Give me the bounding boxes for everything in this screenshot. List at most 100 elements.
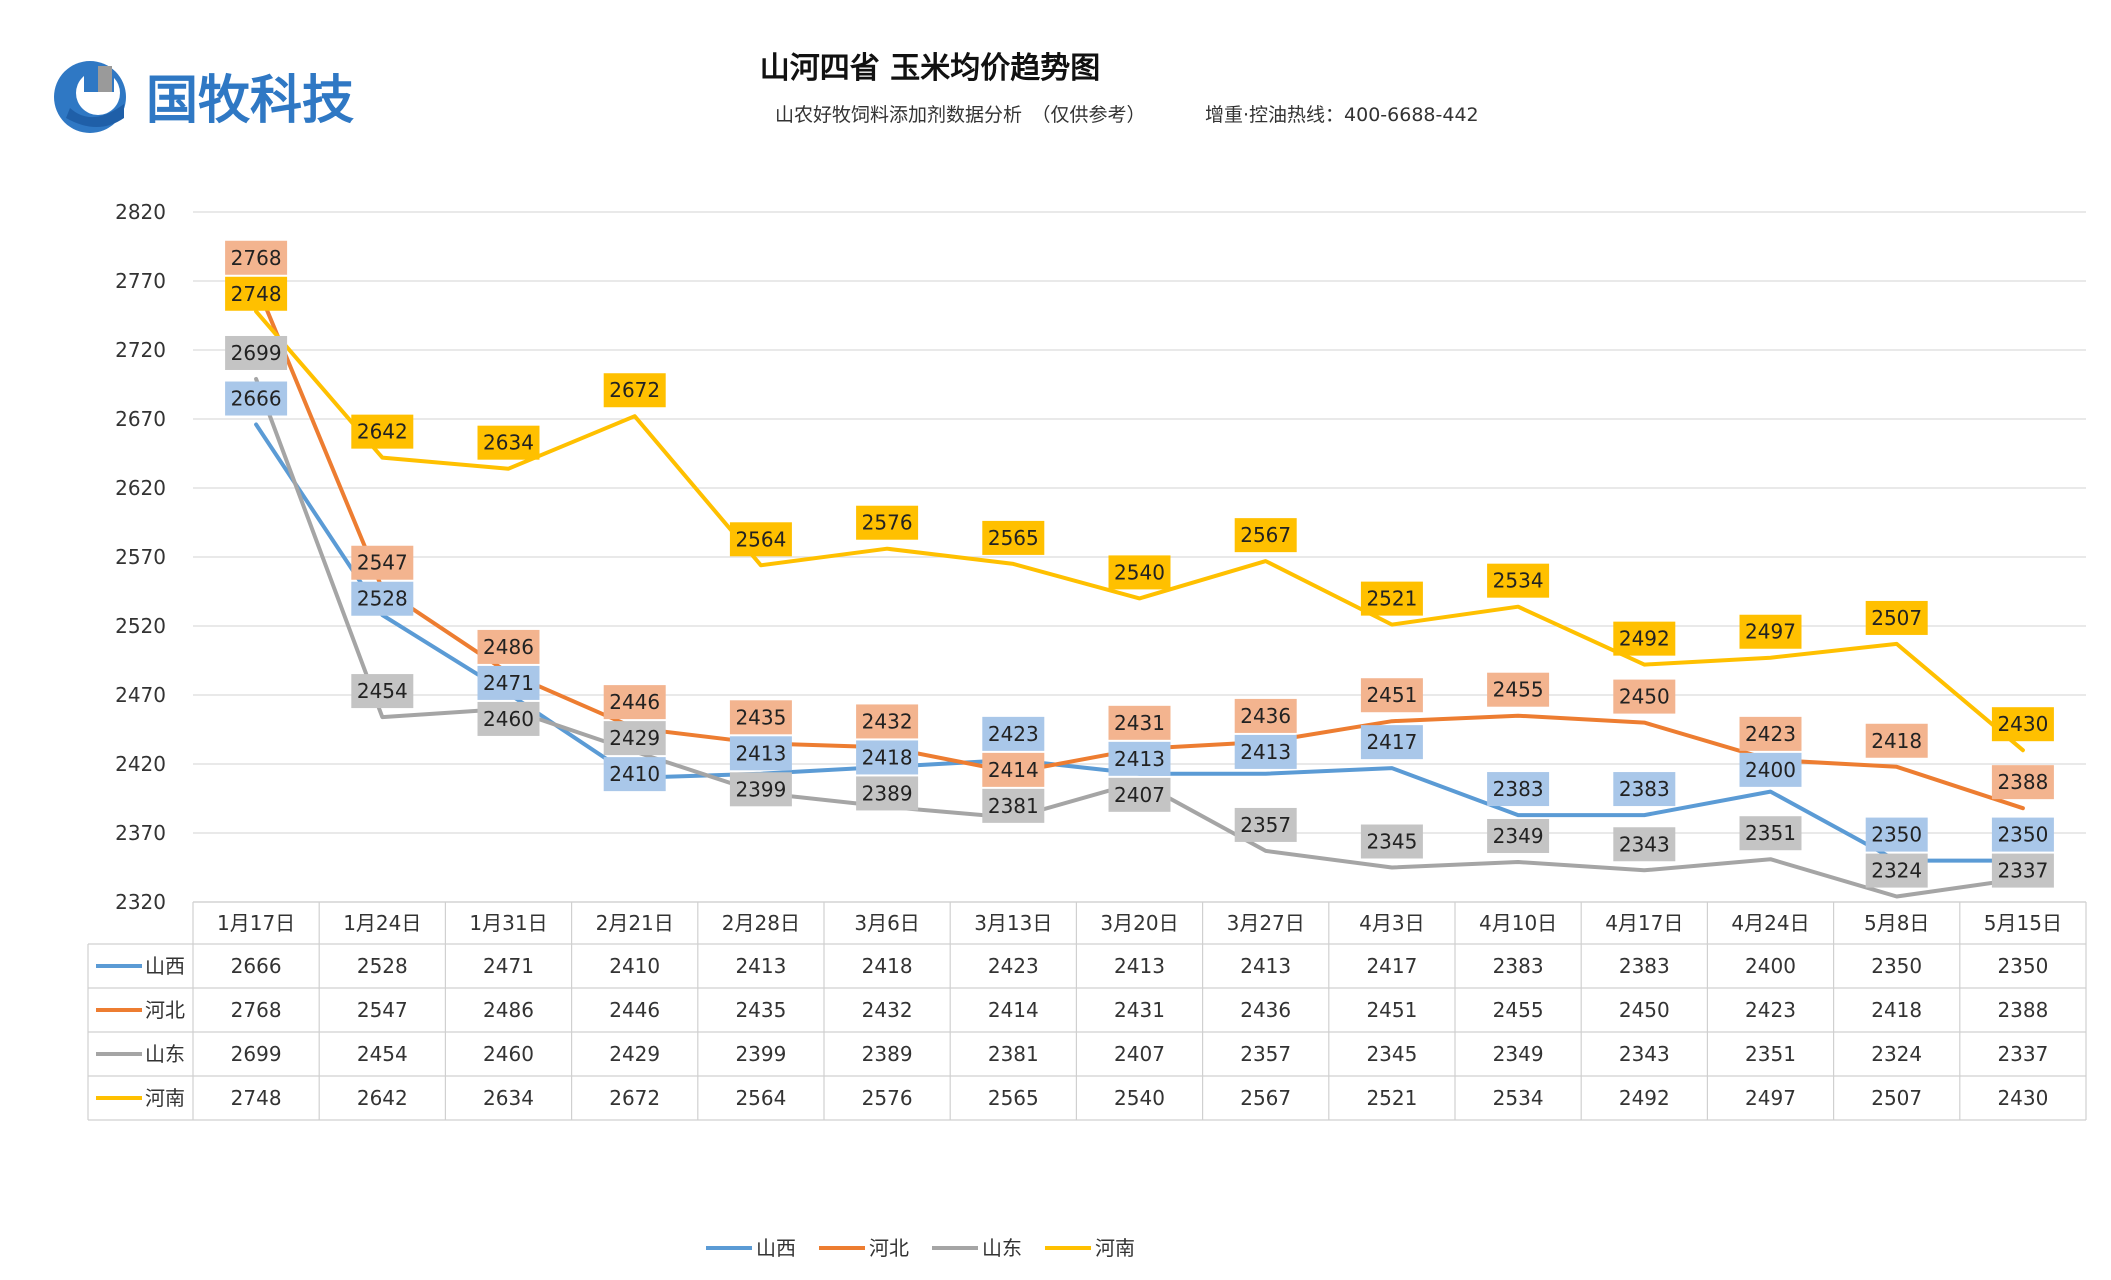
data-label: 2565 bbox=[982, 520, 1045, 555]
table-cell: 2507 bbox=[1871, 1086, 1922, 1110]
logo-mark-icon bbox=[54, 61, 126, 133]
table-cell: 2407 bbox=[1114, 1042, 1165, 1066]
data-label-box bbox=[729, 736, 792, 771]
data-label-text: 2454 bbox=[357, 679, 408, 703]
data-label: 2471 bbox=[477, 665, 540, 700]
table-cell: 2343 bbox=[1619, 1042, 1670, 1066]
data-label: 2455 bbox=[1487, 672, 1550, 707]
data-label-text: 2407 bbox=[1114, 783, 1165, 807]
data-label: 2492 bbox=[1613, 621, 1676, 656]
data-label-box bbox=[1487, 818, 1550, 853]
data-label-box bbox=[1108, 777, 1171, 812]
data-label: 2349 bbox=[1487, 818, 1550, 853]
data-label-text: 2486 bbox=[483, 635, 534, 659]
data-label-text: 2521 bbox=[1366, 587, 1417, 611]
data-label: 2417 bbox=[1360, 725, 1423, 760]
table-cell: 2423 bbox=[1745, 998, 1796, 1022]
table-cell: 2435 bbox=[735, 998, 786, 1022]
data-label: 2436 bbox=[1234, 698, 1297, 733]
data-label-text: 2413 bbox=[1114, 747, 1165, 771]
data-label-text: 2418 bbox=[862, 745, 913, 769]
data-label-box bbox=[1108, 705, 1171, 740]
y-tick-label: 2420 bbox=[115, 752, 166, 776]
data-label-box bbox=[982, 716, 1045, 751]
table-cell: 2345 bbox=[1366, 1042, 1417, 1066]
data-label-box bbox=[1739, 816, 1802, 851]
data-label-box bbox=[729, 700, 792, 735]
data-label-box bbox=[1234, 698, 1297, 733]
table-cell: 2642 bbox=[357, 1086, 408, 1110]
table-cell: 2349 bbox=[1493, 1042, 1544, 1066]
data-label-box bbox=[477, 701, 540, 736]
data-label: 2507 bbox=[1865, 600, 1928, 635]
data-label: 2389 bbox=[856, 776, 919, 811]
data-label-text: 2350 bbox=[1871, 823, 1922, 847]
table-cell: 2388 bbox=[1997, 998, 2048, 1022]
data-label-text: 2337 bbox=[1997, 859, 2048, 883]
y-tick-label: 2770 bbox=[115, 269, 166, 293]
data-label-text: 2471 bbox=[483, 671, 534, 695]
data-label: 2381 bbox=[982, 788, 1045, 823]
data-label-box bbox=[856, 740, 919, 775]
table-cell: 2383 bbox=[1619, 954, 1670, 978]
table-cell: 2431 bbox=[1114, 998, 1165, 1022]
table-cell: 2564 bbox=[735, 1086, 786, 1110]
data-label-text: 2565 bbox=[988, 526, 1039, 550]
data-label: 2672 bbox=[603, 373, 666, 408]
data-label-box bbox=[603, 685, 666, 720]
data-label-text: 2450 bbox=[1619, 685, 1670, 709]
data-label-text: 2423 bbox=[1745, 722, 1796, 746]
table-cell: 2540 bbox=[1114, 1086, 1165, 1110]
y-tick-label: 2570 bbox=[115, 545, 166, 569]
data-label-text: 2414 bbox=[988, 758, 1039, 782]
data-label-text: 2423 bbox=[988, 722, 1039, 746]
y-tick-label: 2520 bbox=[115, 614, 166, 638]
data-label-box bbox=[1487, 772, 1550, 807]
data-label-box bbox=[225, 240, 288, 275]
table-cell: 2576 bbox=[862, 1086, 913, 1110]
table-cell: 2389 bbox=[862, 1042, 913, 1066]
data-label: 2350 bbox=[1991, 817, 2054, 852]
table-cell: 2471 bbox=[483, 954, 534, 978]
table-cell: 2534 bbox=[1493, 1086, 1544, 1110]
x-tick-label: 1月17日 bbox=[217, 911, 295, 935]
x-tick-label: 4月17日 bbox=[1605, 911, 1683, 935]
table-cell: 2432 bbox=[862, 998, 913, 1022]
data-label-text: 2455 bbox=[1493, 678, 1544, 702]
data-label-text: 2642 bbox=[357, 420, 408, 444]
data-label: 2454 bbox=[351, 674, 414, 709]
data-label-text: 2576 bbox=[862, 511, 913, 535]
data-label: 2357 bbox=[1234, 807, 1297, 842]
data-label-text: 2547 bbox=[357, 551, 408, 575]
data-label-box bbox=[1108, 741, 1171, 776]
data-label-box bbox=[1865, 600, 1928, 635]
table-cell: 2418 bbox=[862, 954, 913, 978]
data-label: 2413 bbox=[1108, 741, 1171, 776]
x-tick-label: 4月24日 bbox=[1731, 911, 1809, 935]
data-label-box bbox=[1991, 853, 2054, 888]
data-label: 2430 bbox=[1991, 707, 2054, 742]
series-line-河南 bbox=[254, 309, 2025, 753]
x-tick-label: 3月27日 bbox=[1227, 911, 1305, 935]
data-label: 2418 bbox=[856, 740, 919, 775]
table-cell: 2413 bbox=[735, 954, 786, 978]
table-cell: 2565 bbox=[988, 1086, 1039, 1110]
data-label-box bbox=[1865, 853, 1928, 888]
table-cell: 2357 bbox=[1240, 1042, 1291, 1066]
table-series-name: 山西 bbox=[145, 954, 185, 978]
table-cell: 2399 bbox=[735, 1042, 786, 1066]
data-label: 2388 bbox=[1991, 765, 2054, 800]
data-label-text: 2451 bbox=[1366, 683, 1417, 707]
data-label-box bbox=[1360, 678, 1423, 713]
table-cell: 2410 bbox=[609, 954, 660, 978]
data-label-text: 2666 bbox=[231, 387, 282, 411]
data-label-text: 2418 bbox=[1871, 729, 1922, 753]
data-label: 2547 bbox=[351, 545, 414, 580]
table-cell: 2451 bbox=[1366, 998, 1417, 1022]
data-label-box bbox=[1613, 772, 1676, 807]
data-label: 2423 bbox=[1739, 716, 1802, 751]
table-series-name: 山东 bbox=[145, 1042, 185, 1066]
data-label-text: 2528 bbox=[357, 587, 408, 611]
data-label-text: 2410 bbox=[609, 762, 660, 786]
data-label-text: 2429 bbox=[609, 726, 660, 750]
